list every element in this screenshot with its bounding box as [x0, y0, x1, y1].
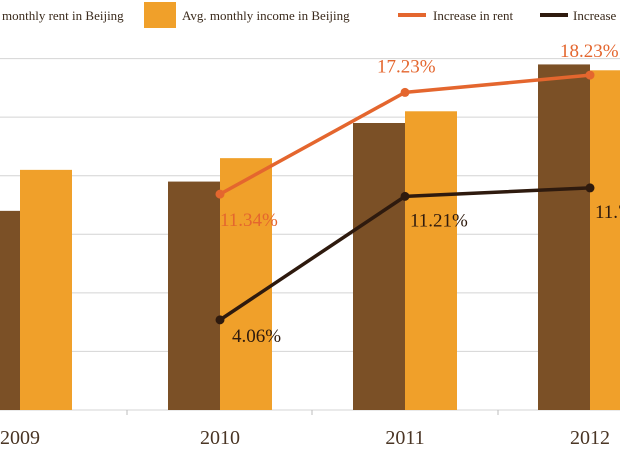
trend-lines: [215, 70, 595, 325]
income-bar: [405, 111, 457, 411]
rent-bar: [353, 123, 405, 410]
income-increase-point: [400, 191, 410, 201]
x-tick-label: 2011: [385, 427, 424, 449]
rent-increase-label: 11.34%: [220, 210, 278, 231]
legend-rent-increase-label: Increase in rent: [433, 8, 514, 23]
rent-increase-point: [585, 70, 595, 80]
x-axis-ticks: 2009 2010 2011 2012: [0, 410, 610, 449]
legend: monthly rent in Beijing Avg. monthly inco…: [0, 0, 620, 36]
x-tick-label: 2009: [0, 427, 40, 449]
data-labels: 11.34% 17.23% 18.23% 4.06% 11.21% 11.7: [220, 41, 620, 347]
rent-increase-label: 18.23%: [560, 41, 619, 62]
rent-bar: [168, 181, 220, 410]
x-tick-label: 2012: [570, 427, 610, 449]
income-increase-label: 11.7: [595, 202, 620, 223]
legend-background: [0, 0, 620, 36]
income-increase-label: 11.21%: [410, 210, 468, 231]
income-bar: [220, 158, 272, 410]
rent-bar: [538, 64, 590, 410]
x-tick-label: 2010: [200, 427, 240, 449]
income-increase-point: [585, 183, 595, 193]
rent-bar: [0, 210, 20, 410]
income-increase-label: 4.06%: [232, 326, 281, 347]
legend-income-label: Avg. monthly income in Beijing: [182, 8, 350, 23]
rent-increase-label: 17.23%: [377, 56, 436, 77]
income-bar: [20, 169, 72, 410]
income-increase-point: [215, 315, 225, 325]
rent-increase-point: [215, 189, 225, 199]
legend-rent-label: monthly rent in Beijing: [2, 8, 124, 23]
income-bar: [590, 70, 620, 411]
legend-income-swatch: [144, 2, 176, 28]
rent-increase-point: [400, 87, 410, 97]
legend-income-increase-label: Increase: [573, 8, 617, 23]
grid-lines: [0, 0, 620, 411]
bars: [0, 64, 620, 411]
